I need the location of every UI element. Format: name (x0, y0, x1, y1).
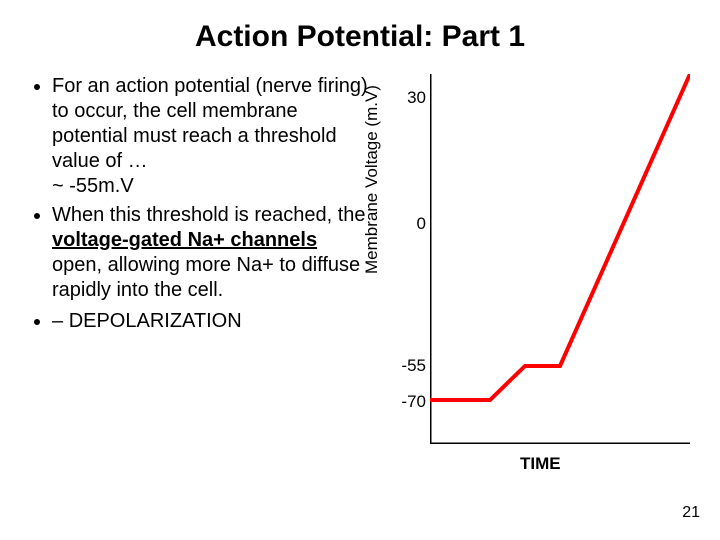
y-axis-label: Membrane Voltage (m.V) (362, 85, 382, 274)
bullet-2: When this threshold is reached, the volt… (52, 203, 370, 303)
ytick-0: 0 (386, 214, 426, 234)
bullet-1-text: For an action potential (nerve firing) t… (52, 75, 368, 172)
action-potential-line (430, 74, 690, 400)
sub-bullet-1: DEPOLARIZATION (52, 309, 370, 334)
chart: Membrane Voltage (m.V) 30 0 -55 -70 TIME (370, 74, 700, 494)
plot-area (430, 74, 690, 444)
slide-title: Action Potential: Part 1 (0, 0, 720, 54)
bullet-list: For an action potential (nerve firing) t… (30, 74, 370, 494)
x-axis-label: TIME (520, 454, 561, 474)
bullet-1: For an action potential (nerve firing) t… (52, 74, 370, 199)
content-area: For an action potential (nerve firing) t… (0, 54, 720, 494)
bullet-2-bold: voltage-gated Na+ channels (52, 229, 317, 251)
bullet-2-pre: When this threshold is reached, the (52, 204, 366, 226)
ytick-30: 30 (386, 88, 426, 108)
bullet-1-value: ~ -55m.V (52, 175, 134, 197)
ytick-55: -55 (386, 356, 426, 376)
page-number: 21 (682, 504, 700, 522)
ytick-70: -70 (386, 392, 426, 412)
bullet-2-post: open, allowing more Na+ to diffuse rapid… (52, 254, 360, 301)
